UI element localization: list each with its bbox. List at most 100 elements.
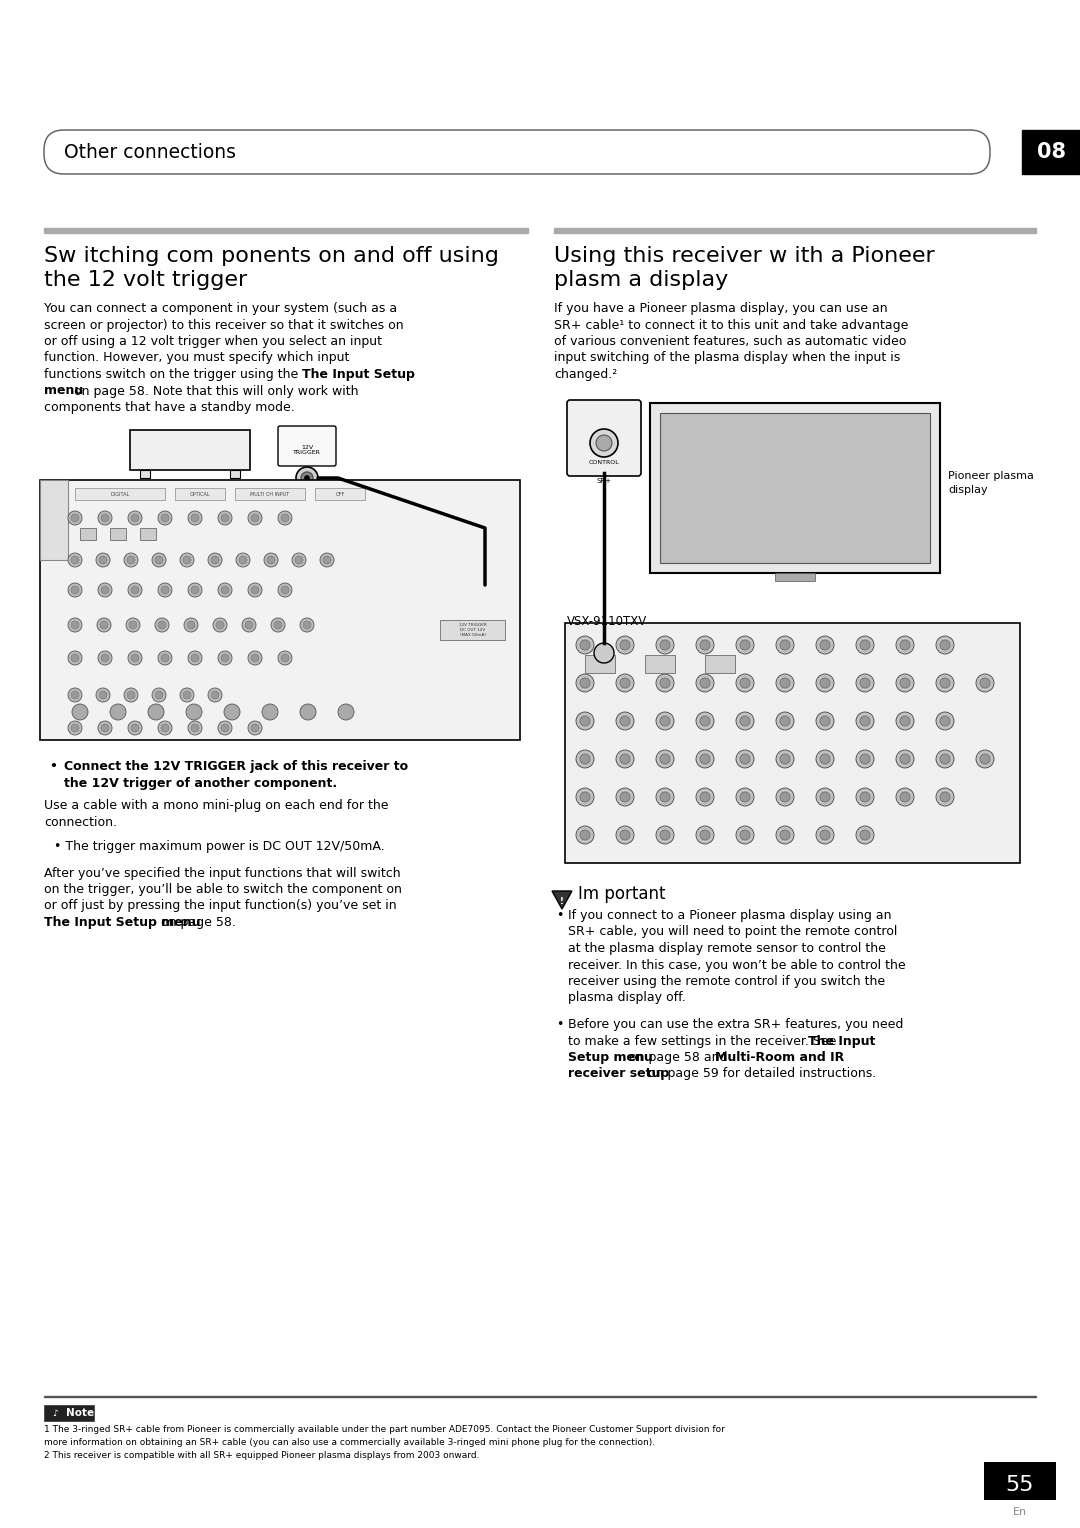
Circle shape: [976, 674, 994, 692]
Circle shape: [71, 654, 79, 662]
Circle shape: [740, 792, 750, 802]
Text: menu: menu: [44, 385, 83, 397]
Circle shape: [700, 640, 710, 649]
Circle shape: [184, 617, 198, 633]
Circle shape: [158, 510, 172, 526]
Circle shape: [580, 678, 590, 688]
Circle shape: [696, 788, 714, 805]
Circle shape: [239, 556, 247, 564]
Circle shape: [148, 704, 164, 720]
Circle shape: [936, 788, 954, 805]
Polygon shape: [552, 891, 572, 909]
Circle shape: [131, 587, 139, 594]
Circle shape: [735, 674, 754, 692]
Circle shape: [296, 468, 318, 489]
Text: Before you can use the extra SR+ features, you need: Before you can use the extra SR+ feature…: [568, 1018, 903, 1031]
Circle shape: [816, 636, 834, 654]
Circle shape: [616, 788, 634, 805]
Circle shape: [191, 513, 199, 523]
Circle shape: [660, 678, 670, 688]
Text: on page 58.: on page 58.: [161, 915, 235, 929]
Circle shape: [71, 691, 79, 698]
Circle shape: [68, 721, 82, 735]
Circle shape: [856, 788, 874, 805]
Circle shape: [780, 830, 789, 840]
Circle shape: [980, 678, 990, 688]
Circle shape: [596, 435, 612, 451]
Circle shape: [156, 617, 168, 633]
Circle shape: [820, 753, 831, 764]
Circle shape: [300, 617, 314, 633]
Circle shape: [700, 792, 710, 802]
Text: 55: 55: [1005, 1475, 1035, 1494]
Circle shape: [576, 674, 594, 692]
Text: 12V
TRIGGER: 12V TRIGGER: [293, 445, 321, 455]
Circle shape: [696, 827, 714, 843]
Text: •: •: [556, 1018, 564, 1031]
Circle shape: [208, 553, 222, 567]
Circle shape: [780, 753, 789, 764]
Circle shape: [580, 830, 590, 840]
Circle shape: [740, 678, 750, 688]
Bar: [440, 620, 505, 640]
Text: 12V TRIGGER
DC OUT 12V
(MAX 50mA): 12V TRIGGER DC OUT 12V (MAX 50mA): [459, 623, 487, 637]
Circle shape: [68, 688, 82, 701]
Circle shape: [211, 556, 219, 564]
Circle shape: [860, 640, 870, 649]
Circle shape: [780, 640, 789, 649]
Circle shape: [735, 636, 754, 654]
Text: If you connect to a Pioneer plasma display using an: If you connect to a Pioneer plasma displ…: [568, 909, 891, 921]
Circle shape: [188, 721, 202, 735]
Text: The Input Setup: The Input Setup: [302, 368, 415, 380]
Circle shape: [735, 712, 754, 730]
Circle shape: [251, 654, 259, 662]
Circle shape: [820, 830, 831, 840]
Circle shape: [616, 636, 634, 654]
FancyBboxPatch shape: [278, 426, 336, 466]
Circle shape: [860, 792, 870, 802]
Bar: [585, 656, 615, 672]
Circle shape: [281, 587, 289, 594]
Circle shape: [940, 678, 950, 688]
Circle shape: [816, 712, 834, 730]
Text: on page 58. Note that this will only work with: on page 58. Note that this will only wor…: [70, 385, 359, 397]
Circle shape: [251, 587, 259, 594]
Circle shape: [576, 827, 594, 843]
Circle shape: [700, 830, 710, 840]
Text: You can connect a component in your system (such as a: You can connect a component in your syst…: [44, 303, 397, 315]
Circle shape: [735, 750, 754, 769]
Text: function. However, you must specify which input: function. However, you must specify whic…: [44, 351, 349, 365]
Circle shape: [152, 688, 166, 701]
Text: Using this receiver w ith a Pioneer: Using this receiver w ith a Pioneer: [554, 246, 935, 266]
FancyBboxPatch shape: [567, 400, 642, 477]
Circle shape: [777, 636, 794, 654]
Circle shape: [180, 553, 194, 567]
Text: plasma display off.: plasma display off.: [568, 992, 686, 1004]
Bar: [44, 228, 528, 232]
Circle shape: [896, 674, 914, 692]
Circle shape: [96, 553, 110, 567]
Text: input switching of the plasma display when the input is: input switching of the plasma display wh…: [554, 351, 901, 365]
Circle shape: [777, 827, 794, 843]
Text: receiver using the remote control if you switch the: receiver using the remote control if you…: [568, 975, 886, 989]
Circle shape: [856, 712, 874, 730]
Circle shape: [700, 678, 710, 688]
Circle shape: [594, 643, 615, 663]
Bar: [565, 623, 1020, 863]
Circle shape: [102, 587, 109, 594]
Circle shape: [218, 651, 232, 665]
Bar: [554, 228, 1036, 232]
Circle shape: [816, 674, 834, 692]
Circle shape: [620, 640, 630, 649]
Circle shape: [936, 674, 954, 692]
Text: SR+ cable¹ to connect it to this unit and take advantage: SR+ cable¹ to connect it to this unit an…: [554, 318, 908, 332]
Circle shape: [860, 678, 870, 688]
Circle shape: [940, 640, 950, 649]
Circle shape: [620, 678, 630, 688]
Circle shape: [777, 788, 794, 805]
Circle shape: [896, 788, 914, 805]
Circle shape: [580, 753, 590, 764]
Circle shape: [99, 556, 107, 564]
Circle shape: [188, 584, 202, 597]
Bar: [40, 480, 68, 559]
